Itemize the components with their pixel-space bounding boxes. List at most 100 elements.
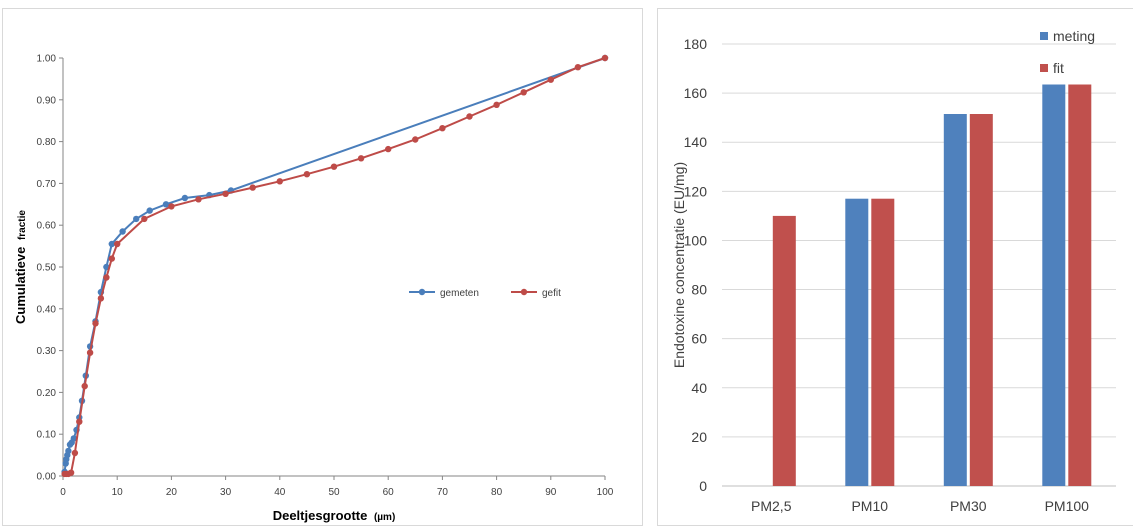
y-tick-label: 0.10 <box>37 430 57 441</box>
y-tick-label: 120 <box>684 183 708 199</box>
bar-fit <box>969 114 993 486</box>
x-tick-label: PM10 <box>851 498 888 514</box>
x-tick-label: 60 <box>383 487 395 498</box>
data-point-gefit <box>493 101 500 109</box>
y-tick-label: 0.50 <box>37 263 57 274</box>
bar-meting <box>943 114 967 486</box>
data-point-gefit <box>466 113 473 120</box>
legend-swatch-fit <box>1040 64 1048 72</box>
data-point-gemeten <box>162 201 170 208</box>
y-tick-label: 100 <box>684 232 708 248</box>
y-tick-label: 160 <box>684 85 708 101</box>
x-axis-title-unit: (µm) <box>374 512 395 523</box>
x-tick-label: 50 <box>328 487 340 498</box>
series-line-gefit <box>64 57 606 475</box>
bar-meting <box>845 198 869 486</box>
legend-label-fit: fit <box>1053 60 1064 76</box>
data-point-gefit <box>574 64 582 71</box>
y-tick-label: 40 <box>691 380 707 396</box>
y-tick-label: 0 <box>699 478 707 494</box>
data-point-gemeten <box>108 240 116 248</box>
y-axis-title: Endotoxine concentratie (EU/mg) <box>671 162 687 368</box>
series-line-gemeten <box>63 57 606 472</box>
data-point-gefit <box>357 155 365 162</box>
x-tick-label: 10 <box>112 487 124 498</box>
data-point-gefit <box>67 469 75 476</box>
y-tick-labels: 0 20 40 60 80 100 120 140 160 180 <box>684 36 708 494</box>
data-point-gefit <box>71 449 79 457</box>
bar-fit <box>871 198 895 486</box>
data-point-gefit <box>97 295 105 302</box>
data-point-gefit <box>385 145 392 153</box>
legend-swatch-meting <box>1040 32 1048 40</box>
data-point-gefit <box>103 274 110 281</box>
data-point-gefit <box>303 171 311 178</box>
legend-item-gefit: gefit <box>511 288 561 299</box>
x-tick-label: PM2,5 <box>751 498 792 514</box>
y-tick-label: 20 <box>691 429 707 445</box>
x-tick-label: 90 <box>545 487 557 498</box>
data-point-gemeten <box>65 447 72 455</box>
data-point-gemeten <box>119 228 126 235</box>
data-point-gefit <box>81 382 88 390</box>
y-tick-labels: 0.00 0.10 0.20 0.30 0.40 0.50 0.60 0.70 0.80 0.90… <box>37 54 57 483</box>
data-point-gefit <box>439 125 446 132</box>
x-tick-label: 20 <box>166 487 178 498</box>
cumulative-fraction-chart-panel: 0.00 0.10 0.20 0.30 0.40 0.50 0.60 0.70 0.80 0.90… <box>2 8 643 526</box>
y-tick-label: 0.80 <box>37 137 57 148</box>
y-tick-label: 140 <box>684 134 708 150</box>
x-tick-label: 40 <box>274 487 286 498</box>
data-point-gefit <box>330 163 338 170</box>
data-point-gefit <box>141 215 148 223</box>
x-tick-label: PM100 <box>1045 498 1090 514</box>
y-tick-label: 0.40 <box>37 304 57 315</box>
data-point-gefit <box>86 349 94 356</box>
y-axis-title-unit: fractie <box>17 210 28 240</box>
data-point-gefit <box>168 203 175 210</box>
y-tick-label: 0.90 <box>37 95 57 106</box>
legend: gemeten gefit <box>409 288 561 299</box>
cumulative-fraction-chart: 0.00 0.10 0.20 0.30 0.40 0.50 0.60 0.70 0.80 0.90… <box>13 54 614 524</box>
data-point-gefit <box>601 54 609 62</box>
data-point-gemeten <box>133 215 140 223</box>
data-point-gefit <box>92 320 99 327</box>
y-tick-label: 60 <box>691 331 707 347</box>
left-axes <box>59 57 606 480</box>
y-tick-label: 0.20 <box>37 388 57 399</box>
legend: meting fit <box>1040 28 1095 76</box>
data-point-gefit <box>222 190 229 197</box>
y-tick-label: 0.00 <box>37 472 57 483</box>
x-tick-label: PM30 <box>950 498 987 514</box>
legend-item-fit: fit <box>1040 60 1064 76</box>
data-point-gemeten <box>181 194 189 202</box>
x-tick-label: 30 <box>220 487 232 498</box>
y-tick-label: 0.30 <box>37 346 57 357</box>
x-tick-label: 80 <box>491 487 503 498</box>
data-point-gefit <box>412 136 419 143</box>
y-tick-label: 0.70 <box>37 179 57 190</box>
legend-label-meting: meting <box>1053 28 1095 44</box>
data-point-gefit <box>249 184 256 191</box>
data-point-gefit <box>108 255 116 262</box>
x-axis-title: Deeltjesgrootte (µm) <box>273 508 396 523</box>
y-axis-title: Cumulatieve fractie <box>13 210 28 324</box>
data-point-gemeten <box>70 435 78 442</box>
data-point-gefit <box>276 178 283 185</box>
data-point-gemeten <box>146 207 153 214</box>
legend-label-gefit: gefit <box>542 288 561 299</box>
x-tick-labels: 0 10 20 30 40 50 60 70 80 90 100 <box>60 487 614 498</box>
y-axis-title-main: Cumulatieve <box>13 247 28 324</box>
x-tick-label: 0 <box>60 487 66 498</box>
data-point-gefit <box>547 76 554 83</box>
y-tick-label: 0.60 <box>37 221 57 232</box>
x-tick-label: 100 <box>597 487 614 498</box>
legend-item-meting: meting <box>1040 28 1095 44</box>
bars-group <box>772 84 1092 486</box>
y-tick-label: 80 <box>691 282 707 298</box>
x-tick-label: 70 <box>437 487 449 498</box>
legend-marker-gefit <box>520 288 528 296</box>
y-tick-label: 1.00 <box>37 54 57 65</box>
data-point-gefit <box>76 418 83 425</box>
legend-item-gemeten: gemeten <box>409 288 479 299</box>
